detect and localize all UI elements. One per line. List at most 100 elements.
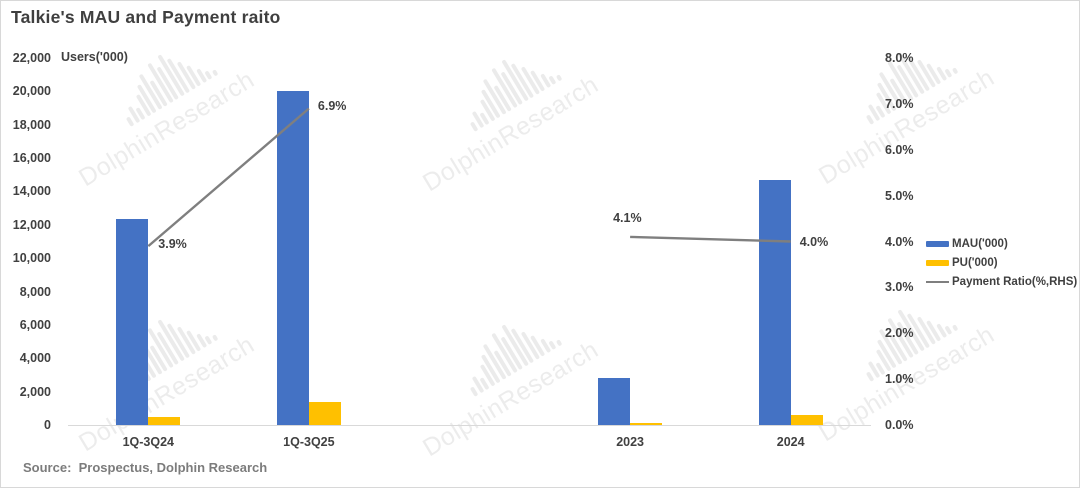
source-note: Source: Prospectus, Dolphin Research <box>23 460 268 475</box>
y-axis-tick-left: 0 <box>44 418 51 432</box>
watermark-bar <box>865 371 875 382</box>
watermark-text: DolphinResearch <box>814 63 1000 191</box>
watermark-bar <box>480 354 501 384</box>
watermark-bar <box>204 70 213 81</box>
watermark-bar <box>479 99 496 122</box>
watermark-bar <box>211 69 218 77</box>
watermark-logo-icon <box>451 304 562 397</box>
legend-swatch-line <box>926 280 949 284</box>
watermark-bar <box>529 334 546 357</box>
watermark-bar <box>185 64 202 87</box>
watermark-bar <box>127 106 140 124</box>
x-axis-line <box>68 425 871 426</box>
y-axis-tick-left: 18,000 <box>12 117 51 132</box>
watermark-bar <box>520 66 540 96</box>
y-axis-tick-right: 2.0% <box>885 326 914 341</box>
y-axis-tick-right: 8.0% <box>885 51 914 65</box>
watermark-bar <box>211 334 218 342</box>
watermark-bar <box>490 67 518 109</box>
watermark-bar <box>867 361 880 379</box>
watermark-bar <box>951 67 958 75</box>
watermark-bar <box>166 322 191 359</box>
y-axis-tick-right: 0.0% <box>885 418 914 432</box>
watermark: DolphinResearch <box>391 25 604 198</box>
watermark-bar <box>944 68 953 79</box>
watermark-bar <box>916 59 936 89</box>
watermark-bar <box>176 61 196 91</box>
watermark-bar <box>469 386 479 397</box>
watermark-bar <box>510 62 535 99</box>
watermark-bar <box>896 64 919 99</box>
y-axis-tick-left: 20,000 <box>12 84 51 99</box>
watermark-bar <box>548 75 557 86</box>
bar-pu <box>630 422 663 425</box>
legend-item: PU('000) <box>926 257 1077 269</box>
x-axis-label: 2023 <box>616 435 644 449</box>
legend-label: PU('000) <box>952 257 998 269</box>
data-label: 4.0% <box>799 234 829 249</box>
watermark-bar <box>156 66 179 101</box>
watermark-logo-icon <box>451 39 562 132</box>
y-axis-tick-left: 10,000 <box>12 251 51 266</box>
watermark-bar <box>548 340 557 351</box>
legend-label: Payment Ratio(%,RHS) <box>952 276 1078 288</box>
watermark-bar <box>482 343 507 381</box>
watermark-bar <box>135 94 152 117</box>
watermark-bar <box>479 112 490 126</box>
data-label: 3.9% <box>158 237 187 252</box>
watermark-bar <box>935 66 947 82</box>
data-label: 4.1% <box>613 210 642 225</box>
watermark-bar <box>510 327 535 364</box>
watermark-bar <box>500 59 529 102</box>
y-axis-tick-right: 1.0% <box>885 372 914 387</box>
watermark-bar <box>867 104 880 122</box>
x-axis-label: 1Q-3Q25 <box>283 435 335 449</box>
y-axis-tick-left: 8,000 <box>19 284 51 299</box>
watermark-bar <box>539 73 551 89</box>
y-axis-tick-left: 6,000 <box>19 317 51 332</box>
watermark-bar <box>520 331 540 361</box>
watermark-bar <box>479 364 496 387</box>
watermark-bar <box>204 335 213 346</box>
watermark-bar <box>925 319 942 342</box>
bar-mau <box>758 179 791 425</box>
y-axis-tick-left: 16,000 <box>12 151 51 166</box>
watermark-bar <box>493 349 512 377</box>
watermark-bar <box>166 57 191 94</box>
watermark-bar <box>471 376 484 394</box>
bar-mau <box>598 378 631 425</box>
bar-mau <box>276 90 309 425</box>
watermark-bar <box>480 89 501 119</box>
watermark-bar <box>185 329 202 352</box>
watermark-bar <box>136 84 157 114</box>
y-axis-tick-left: 14,000 <box>12 184 51 199</box>
watermark: DolphinResearch <box>47 20 260 193</box>
watermark-bar <box>555 74 562 82</box>
watermark-bar <box>490 332 518 374</box>
y-axis-tick-right: 4.0% <box>885 234 914 249</box>
watermark-logo-icon <box>107 34 218 127</box>
watermark-bar <box>469 121 479 132</box>
page-title: Talkie's MAU and Payment raito <box>11 7 281 27</box>
watermark-text: DolphinResearch <box>74 65 260 193</box>
watermark-bar <box>876 339 897 369</box>
watermark-bar <box>156 331 179 366</box>
legend: MAU('000) PU('000) Payment Ratio(%,RHS) <box>926 238 1077 288</box>
y-axis-tick-right: 3.0% <box>885 280 914 295</box>
legend-label: MAU('000) <box>952 238 1008 250</box>
watermark-bar <box>156 319 185 362</box>
watermark-bar <box>500 336 523 371</box>
watermark-bar <box>479 377 490 391</box>
y-axis-tick-right: 7.0% <box>885 96 914 111</box>
watermark-bar <box>875 349 892 372</box>
y-axis-tick-left: 12,000 <box>12 217 51 232</box>
watermark: DolphinResearch <box>47 285 260 458</box>
data-label: 6.9% <box>317 99 347 114</box>
x-axis-label: 2024 <box>776 435 805 449</box>
watermark-bar <box>195 333 207 349</box>
bar-pu <box>148 416 181 425</box>
legend-item: Payment Ratio(%,RHS) <box>926 276 1077 288</box>
watermark-bar <box>195 68 207 84</box>
watermark-bar <box>539 338 551 354</box>
watermark-text: DolphinResearch <box>418 70 604 198</box>
